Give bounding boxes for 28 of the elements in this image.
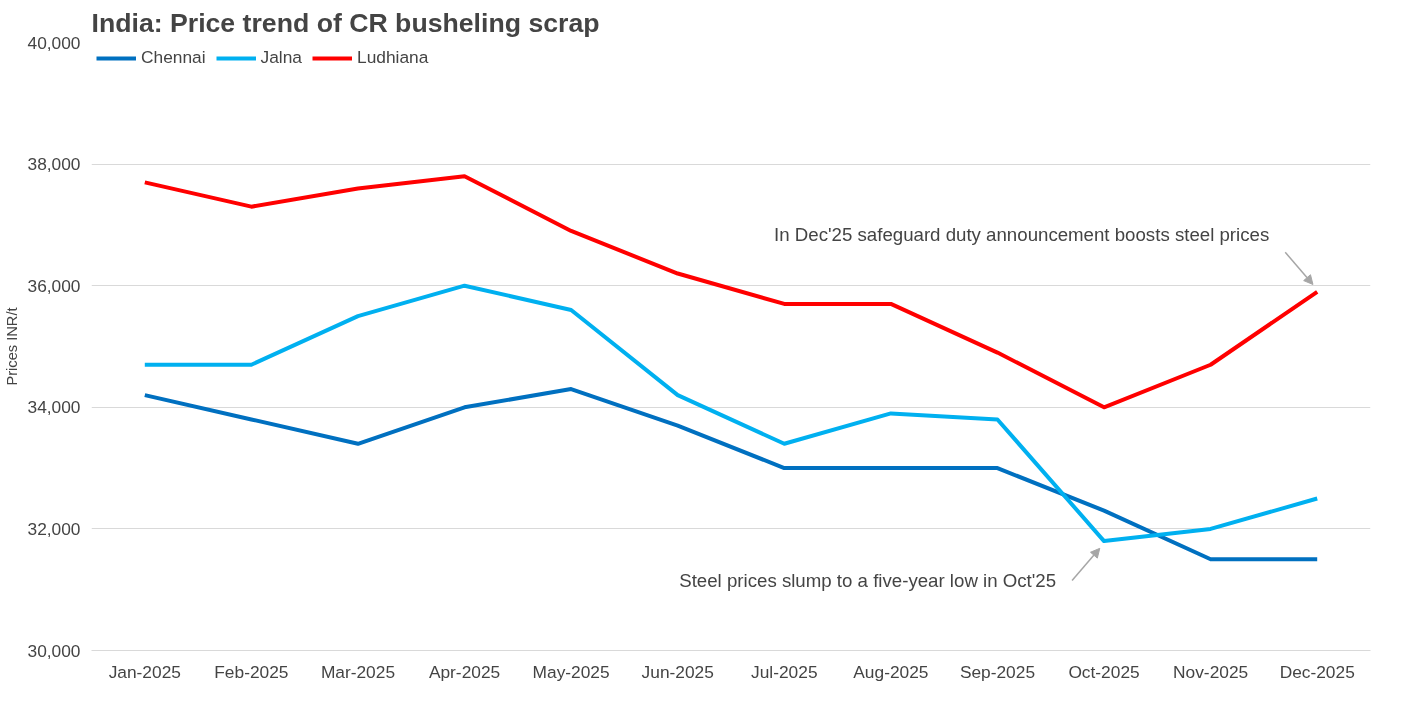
- annotation: In Dec'25 safeguard duty announcement boosts steel prices: [774, 223, 1270, 245]
- y-axis-title: Prices INR/t: [3, 307, 20, 386]
- legend-label: Chennai: [141, 47, 206, 68]
- x-tick-label: May-2025: [532, 661, 610, 682]
- y-tick-label: 36,000: [27, 275, 81, 296]
- chart-title: India: Price trend of CR busheling scrap: [91, 7, 600, 38]
- legend-label: Jalna: [260, 47, 302, 68]
- x-tick-label: Nov-2025: [1173, 661, 1249, 682]
- line-series: [142, 283, 1320, 544]
- x-tick-label: Mar-2025: [320, 661, 396, 682]
- x-tick-label: Apr-2025: [428, 661, 501, 682]
- x-tick-label: Sep-2025: [959, 661, 1036, 682]
- x-tick-label: Jul-2025: [751, 661, 818, 682]
- annotation: Steel prices slump to a five-year low in Oct'25: [679, 570, 1057, 592]
- line-series: [142, 174, 1320, 410]
- x-tick-label: Oct-2025: [1068, 661, 1140, 682]
- line-series: [142, 387, 1320, 562]
- x-tick-label: Feb-2025: [214, 661, 289, 682]
- y-tick-label: 30,000: [27, 640, 81, 661]
- y-tick-label: 40,000: [27, 32, 81, 53]
- x-tick-label: Jun-2025: [641, 661, 714, 682]
- y-tick-label: 32,000: [27, 518, 81, 539]
- x-tick-label: Dec-2025: [1279, 661, 1355, 682]
- x-tick-label: Aug-2025: [853, 661, 929, 682]
- legend-label: Ludhiana: [357, 47, 429, 68]
- y-tick-label: 34,000: [27, 397, 81, 418]
- y-tick-label: 38,000: [27, 154, 81, 175]
- x-tick-label: Jan-2025: [108, 661, 181, 682]
